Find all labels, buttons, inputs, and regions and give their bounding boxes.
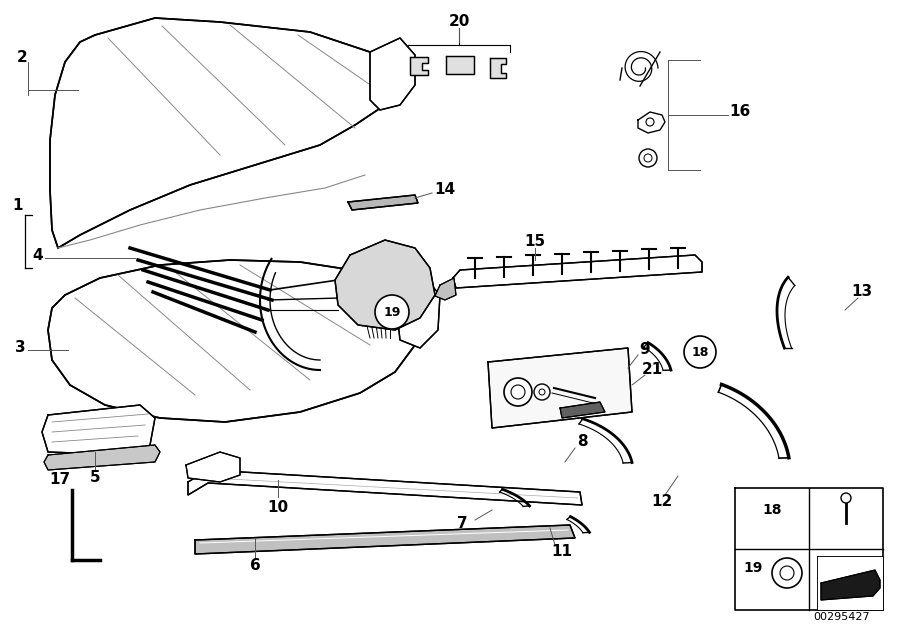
Polygon shape (348, 195, 418, 210)
Text: 20: 20 (448, 15, 470, 29)
Polygon shape (410, 57, 428, 75)
Text: 17: 17 (50, 473, 70, 488)
Text: 1: 1 (13, 198, 23, 212)
Polygon shape (44, 445, 160, 470)
Polygon shape (446, 56, 474, 74)
Text: 4: 4 (32, 247, 43, 263)
Polygon shape (488, 348, 632, 428)
Circle shape (539, 389, 545, 395)
Circle shape (639, 149, 657, 167)
Text: 2: 2 (16, 50, 27, 66)
Circle shape (646, 118, 654, 126)
Text: 12: 12 (652, 495, 672, 509)
Text: 5: 5 (90, 471, 100, 485)
Polygon shape (335, 240, 435, 330)
Text: 7: 7 (456, 516, 467, 532)
Polygon shape (195, 525, 575, 554)
Circle shape (504, 378, 532, 406)
Polygon shape (370, 38, 415, 110)
Text: 18: 18 (691, 345, 708, 359)
Text: 18: 18 (762, 503, 782, 517)
Text: 13: 13 (851, 284, 873, 300)
Text: 14: 14 (435, 183, 455, 198)
Circle shape (511, 385, 525, 399)
Text: 10: 10 (267, 499, 289, 515)
Polygon shape (186, 452, 240, 482)
Polygon shape (48, 260, 420, 422)
Polygon shape (560, 402, 605, 418)
Circle shape (772, 558, 802, 588)
Polygon shape (395, 278, 440, 348)
Text: 6: 6 (249, 558, 260, 572)
Text: 16: 16 (729, 104, 751, 120)
Text: 15: 15 (525, 235, 545, 249)
Polygon shape (42, 405, 155, 455)
Circle shape (644, 154, 652, 162)
Circle shape (375, 295, 409, 329)
Text: 9: 9 (640, 343, 651, 357)
Polygon shape (821, 570, 880, 600)
Text: 21: 21 (642, 363, 662, 378)
Text: 11: 11 (552, 544, 572, 560)
Text: 8: 8 (577, 434, 588, 450)
Circle shape (780, 566, 794, 580)
Polygon shape (817, 556, 883, 610)
Text: 3: 3 (14, 340, 25, 356)
Text: 19: 19 (383, 305, 400, 319)
Text: 19: 19 (743, 561, 762, 575)
Circle shape (841, 493, 851, 503)
Polygon shape (490, 58, 506, 78)
Circle shape (684, 336, 716, 368)
Polygon shape (453, 255, 702, 288)
Circle shape (534, 384, 550, 400)
Polygon shape (50, 18, 395, 248)
Polygon shape (435, 278, 456, 300)
Polygon shape (188, 470, 582, 505)
Text: 00295427: 00295427 (814, 612, 870, 622)
